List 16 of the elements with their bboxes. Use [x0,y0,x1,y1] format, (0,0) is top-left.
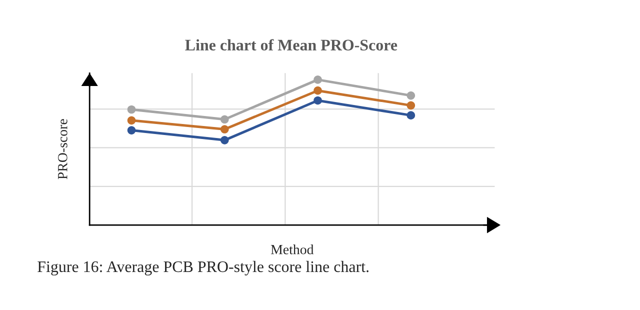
point [314,76,322,84]
caption: Figure 16: Average PCB PRO-style score line chart. [38,260,368,276]
chart-title: Line chart of Mean PRO-Score [185,39,398,50]
point [127,116,136,125]
point [220,115,229,124]
point [406,91,416,100]
point [406,101,416,110]
point [314,96,322,105]
point [127,126,136,134]
point [220,125,229,134]
point [314,86,322,95]
point [220,136,229,144]
point [406,111,416,120]
point [127,105,136,114]
y-axis-title: PRO-score [58,119,68,180]
x-axis-title: Method [270,244,314,254]
